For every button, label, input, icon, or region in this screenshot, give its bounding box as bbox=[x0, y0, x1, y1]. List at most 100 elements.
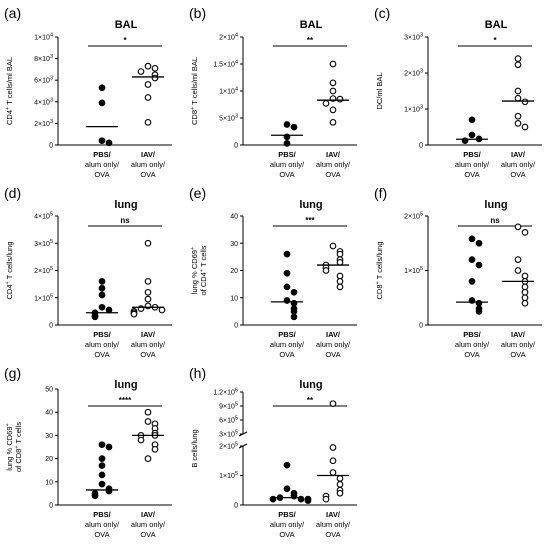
y-tick-label-exp: 5 bbox=[420, 212, 423, 218]
y-tick-label: 3×103 bbox=[404, 33, 423, 42]
x-category-label: PBS/ bbox=[278, 330, 296, 339]
y-tick-label-base: 1.2×10 bbox=[213, 390, 235, 397]
data-point bbox=[329, 118, 337, 126]
y-tick-label: 1×103 bbox=[404, 105, 423, 114]
data-point bbox=[329, 60, 337, 68]
y-tick-label-base: 3×10 bbox=[404, 35, 420, 42]
data-point bbox=[98, 462, 106, 469]
data-point bbox=[144, 94, 152, 101]
y-axis-label: CD4+ T cells/ml BAL bbox=[5, 57, 14, 125]
x-category-label: PBS/ bbox=[278, 150, 296, 159]
y-tick-label: 2×104 bbox=[219, 33, 238, 42]
data-point bbox=[144, 418, 152, 425]
y-tick-label: 30 bbox=[45, 433, 53, 440]
data-point bbox=[475, 299, 483, 307]
y-label-sup: + bbox=[199, 269, 205, 272]
data-point bbox=[336, 250, 344, 258]
y-tick-label: 1.2×106 bbox=[213, 388, 238, 397]
y-axis-label-line2: of CD8+ T cells bbox=[14, 422, 23, 472]
y-tick-label-exp: 3 bbox=[50, 97, 53, 103]
y-tick-label: 1×105 bbox=[219, 471, 238, 480]
data-point bbox=[151, 74, 159, 82]
x-category-label: OVA bbox=[140, 170, 155, 179]
y-tick-label-base: 50 bbox=[45, 387, 53, 394]
panel-letter: (e) bbox=[189, 185, 206, 201]
y-tick-label-exp: 4 bbox=[235, 33, 238, 39]
x-category-label: alum only/ bbox=[270, 160, 305, 169]
y-tick-label: 1×104 bbox=[34, 33, 53, 42]
x-category-label: alum only/ bbox=[455, 160, 490, 169]
panel-letter: (g) bbox=[4, 365, 21, 381]
y-label-sup: + bbox=[5, 281, 11, 284]
data-point bbox=[98, 480, 106, 488]
y-tick-label: 20 bbox=[230, 268, 238, 275]
x-category-label: OVA bbox=[464, 170, 479, 179]
data-point bbox=[283, 250, 291, 258]
data-point bbox=[98, 284, 106, 292]
data-point bbox=[144, 455, 152, 462]
y-tick-label: 3×105 bbox=[34, 239, 53, 248]
y-tick-label-base: 1×10 bbox=[404, 268, 420, 275]
data-point bbox=[336, 278, 344, 285]
x-category-label: IAV/ bbox=[511, 150, 526, 159]
data-point bbox=[283, 121, 291, 128]
y-tick-label-base: 3×10 bbox=[34, 241, 50, 248]
data-point bbox=[514, 112, 522, 120]
panel-letter: (c) bbox=[374, 5, 390, 21]
x-category-label: IAV/ bbox=[141, 150, 156, 159]
data-point bbox=[290, 308, 298, 315]
x-category-label: OVA bbox=[510, 350, 525, 359]
x-category-label: IAV/ bbox=[141, 330, 156, 339]
y-tick-label-base: 6×10 bbox=[34, 78, 50, 85]
panel-title: BAL bbox=[300, 19, 323, 31]
y-axis-label: CD4+ T cells/lung bbox=[5, 242, 14, 300]
y-label-sup: + bbox=[5, 423, 11, 426]
x-category-label: OVA bbox=[140, 350, 155, 359]
y-tick-label: 0 bbox=[234, 143, 238, 150]
data-point bbox=[336, 489, 344, 497]
y-tick-label: 50 bbox=[45, 387, 53, 394]
data-point bbox=[144, 81, 152, 88]
y-tick-label: 2×105 bbox=[404, 212, 423, 221]
y-tick-label: 6×105 bbox=[219, 416, 238, 425]
data-point bbox=[98, 291, 106, 299]
y-tick-label-base: 2×10 bbox=[219, 444, 235, 451]
y-tick-label: 0 bbox=[419, 143, 423, 150]
y-tick-label-base: 30 bbox=[45, 433, 53, 440]
y-label-part: of CD8 bbox=[14, 449, 23, 472]
y-label-part: lung % CD69 bbox=[5, 427, 14, 471]
x-category-label: OVA bbox=[94, 350, 109, 359]
y-tick-label: 1×104 bbox=[219, 87, 238, 96]
y-tick-label-base: 30 bbox=[230, 241, 238, 248]
y-tick-label: 1.5×104 bbox=[213, 60, 238, 69]
data-point bbox=[468, 116, 476, 124]
significance-label: *** bbox=[305, 216, 315, 225]
data-point bbox=[336, 283, 344, 291]
x-category-label: alum only/ bbox=[131, 520, 166, 529]
y-tick-label: 40 bbox=[230, 214, 238, 221]
y-label-part: CD4 bbox=[5, 284, 14, 299]
panel-letter: (a) bbox=[4, 5, 21, 21]
y-tick-label-exp: 3 bbox=[420, 69, 423, 75]
y-tick-label-base: 1×10 bbox=[219, 89, 235, 96]
y-tick-label-base: 2×10 bbox=[219, 35, 235, 42]
y-tick-label: 0 bbox=[49, 323, 53, 330]
x-category-label: alum only/ bbox=[85, 340, 120, 349]
data-point bbox=[521, 288, 529, 296]
panel-title: lung bbox=[299, 379, 322, 391]
y-tick-label-base: 20 bbox=[230, 268, 238, 275]
y-tick-label-exp: 3 bbox=[50, 76, 53, 82]
data-point bbox=[137, 436, 145, 444]
data-point bbox=[322, 267, 330, 274]
y-tick-label-base: 40 bbox=[230, 214, 238, 221]
x-category-label: PBS/ bbox=[463, 330, 481, 339]
y-tick-label: 1×105 bbox=[34, 293, 53, 302]
y-tick-label: 4×103 bbox=[34, 97, 53, 106]
y-label-part: B cells/lung bbox=[190, 429, 199, 467]
x-category-label: OVA bbox=[325, 350, 340, 359]
y-label-sup: + bbox=[190, 107, 196, 110]
y-tick-label-base: 5×10 bbox=[219, 116, 235, 123]
